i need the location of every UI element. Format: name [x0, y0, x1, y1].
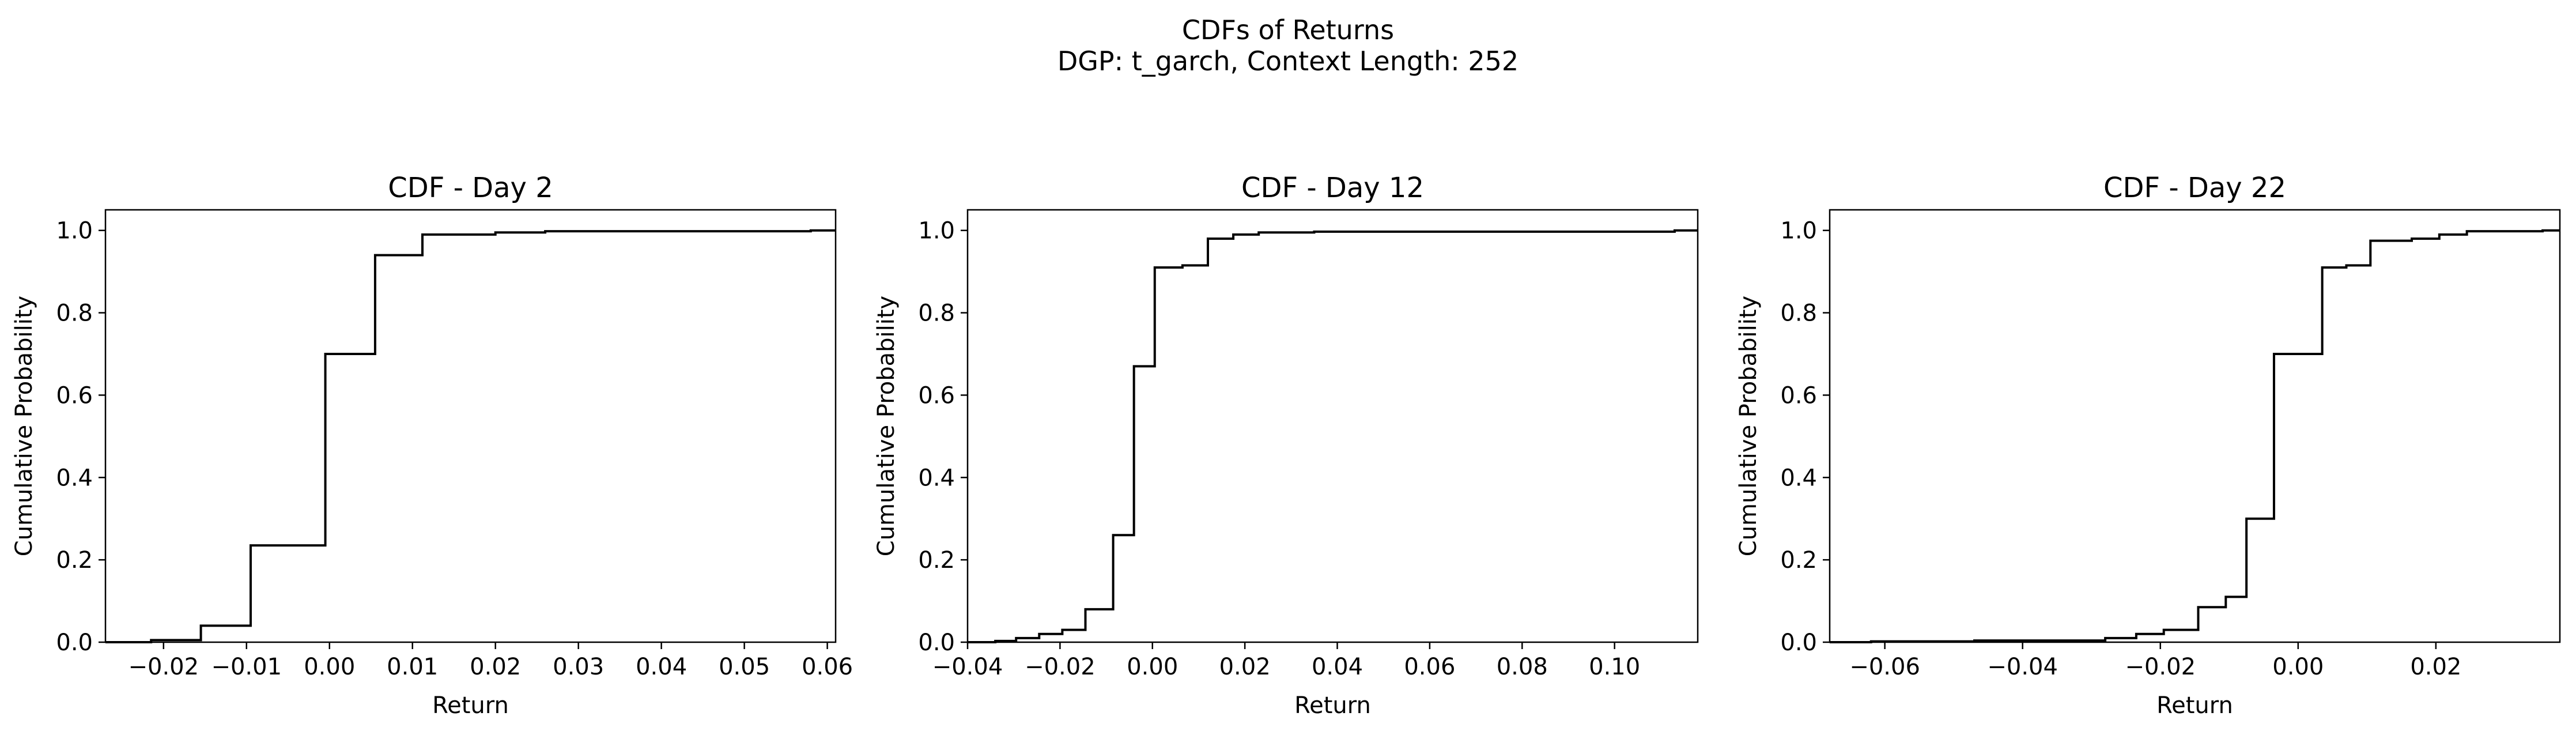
- x-tick-label: 0.01: [387, 654, 438, 680]
- y-tick-label: 0.2: [56, 547, 93, 574]
- x-axis-label: Return: [1294, 692, 1371, 719]
- x-tick-label: −0.01: [211, 654, 282, 680]
- x-tick-label: 0.04: [636, 654, 687, 680]
- y-axis-label: Cumulative Probability: [1735, 296, 1762, 556]
- x-tick-label: 0.04: [1312, 654, 1363, 680]
- x-tick-label: 0.10: [1589, 654, 1640, 680]
- y-tick-label: 0.8: [56, 300, 93, 327]
- axes-frame: [104, 209, 837, 643]
- y-tick-label: 0.2: [918, 547, 955, 574]
- figure-title: CDFs of Returns: [1181, 14, 1395, 46]
- x-tick-label: 0.00: [2272, 654, 2324, 680]
- y-tick-label: 1.0: [56, 218, 93, 244]
- y-tick-label: 0.0: [1780, 630, 1817, 656]
- x-tick-label: 0.00: [1127, 654, 1178, 680]
- y-tick-label: 0.0: [56, 630, 93, 656]
- y-axis-label: Cumulative Probability: [873, 296, 900, 556]
- x-tick-label: −0.02: [128, 654, 199, 680]
- x-tick-label: 0.02: [1219, 654, 1271, 680]
- x-tick-label: −0.02: [1025, 654, 1096, 680]
- chart-title: CDF - Day 2: [388, 172, 553, 204]
- cdf-step-line: [968, 229, 1698, 643]
- axes-frame: [1829, 209, 2561, 643]
- cdf-step-line: [105, 229, 836, 643]
- y-tick-label: 0.0: [918, 630, 955, 656]
- y-tick-label: 0.6: [918, 382, 955, 409]
- x-tick-label: −0.02: [2125, 654, 2196, 680]
- chart-panel-3: −0.06 −0.04 −0.02 0.00 0.02 0.0 0.2 0.4 0.6 0.8 1.…: [1735, 172, 2561, 719]
- axes-frame: [966, 209, 1699, 643]
- x-tick-label: −0.04: [1987, 654, 2058, 680]
- cdf-step-line: [1830, 229, 2560, 643]
- y-tick-label: 0.2: [1780, 547, 1817, 574]
- x-tick-label: 0.08: [1497, 654, 1548, 680]
- x-tick-label: 0.03: [553, 654, 604, 680]
- y-tick-label: 0.8: [918, 300, 955, 327]
- y-tick-label: 0.4: [1780, 465, 1817, 491]
- figure-subtitle: DGP: t_garch, Context Length: 252: [1057, 46, 1519, 77]
- x-tick-label: 0.05: [719, 654, 770, 680]
- x-tick-label: −0.04: [932, 654, 1003, 680]
- y-tick-label: 0.8: [1780, 300, 1817, 327]
- y-axis-label: Cumulative Probability: [11, 296, 37, 556]
- x-tick-label: 0.06: [1404, 654, 1455, 680]
- chart-title: CDF - Day 22: [2103, 172, 2286, 204]
- y-tick-label: 1.0: [918, 218, 955, 244]
- x-tick-label: −0.06: [1849, 654, 1920, 680]
- x-axis-label: Return: [2156, 692, 2233, 719]
- x-axis-label: Return: [432, 692, 509, 719]
- y-tick-label: 0.4: [56, 465, 93, 491]
- x-tick-label: 0.00: [304, 654, 355, 680]
- chart-panel-1: −0.02 −0.01 0.00 0.01 0.02 0.03 0.04 0.05 0.06 0.…: [11, 172, 853, 719]
- chart-title: CDF - Day 12: [1241, 172, 1424, 204]
- chart-panel-2: −0.04 −0.02 0.00 0.02 0.04 0.06 0.08 0.10 0.0 0.2…: [873, 172, 1699, 719]
- y-tick-label: 0.4: [918, 465, 955, 491]
- y-tick-label: 1.0: [1780, 218, 1817, 244]
- x-tick-label: 0.02: [2410, 654, 2461, 680]
- x-tick-label: 0.02: [470, 654, 521, 680]
- y-tick-label: 0.6: [1780, 382, 1817, 409]
- x-tick-label: 0.06: [802, 654, 853, 680]
- y-tick-label: 0.6: [56, 382, 93, 409]
